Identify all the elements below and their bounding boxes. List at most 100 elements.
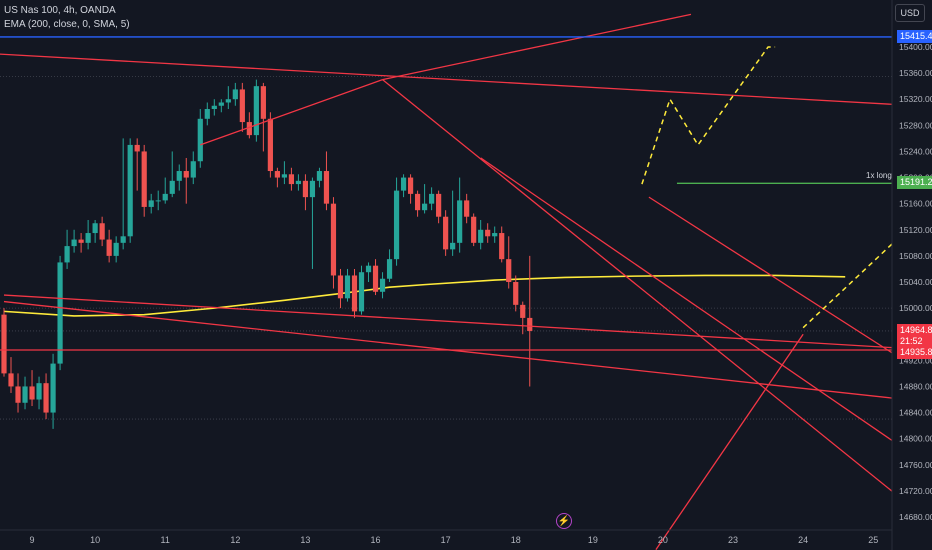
candle[interactable] [260,82,266,152]
candle-body [253,86,259,136]
trendline[interactable] [382,13,692,81]
candle-body [407,177,414,194]
candle[interactable] [527,255,533,387]
candle[interactable] [436,190,442,224]
trendline[interactable] [382,79,932,550]
candle[interactable] [176,164,182,191]
candle[interactable] [499,226,505,263]
candle[interactable] [358,265,365,315]
candle[interactable] [106,229,112,263]
candle[interactable] [457,177,463,253]
candle[interactable] [78,233,84,253]
lightning-icon[interactable]: ⚡ [556,513,572,529]
candle[interactable] [64,229,70,269]
candle[interactable] [190,151,196,185]
candle[interactable] [393,177,400,266]
candle-body [197,118,203,162]
candle[interactable] [281,161,287,185]
candle-body [344,275,351,299]
trendline[interactable] [200,79,383,146]
candle[interactable] [71,229,77,253]
candle[interactable] [450,190,456,256]
indicator-legend[interactable]: EMA (200, close, 0, SMA, 5) [4,19,130,30]
candle[interactable] [407,174,414,204]
candle[interactable] [478,219,484,250]
candle[interactable] [471,213,477,247]
candle[interactable] [134,138,140,191]
currency-button[interactable]: USD [895,4,925,22]
candle[interactable] [520,301,526,335]
candle[interactable] [113,236,119,263]
candle[interactable] [22,376,28,410]
candle[interactable] [267,112,273,178]
candle[interactable] [148,193,154,214]
candle[interactable] [218,99,224,113]
candle[interactable] [232,82,238,106]
projection-path[interactable] [641,46,776,185]
time-axis[interactable]: 9 10 11 12 13 16 17 18 19 20 23 24 25 [0,529,892,545]
candle[interactable] [29,370,35,407]
candle[interactable] [316,167,323,188]
time-tick-label: 24 [798,535,808,545]
horizontal-lines[interactable] [0,36,892,351]
trendline[interactable] [3,294,932,370]
candle[interactable] [253,79,259,142]
candle[interactable] [85,219,91,250]
candle[interactable] [309,177,316,269]
symbol-title[interactable]: US Nas 100, 4h, OANDA [4,5,116,16]
candle[interactable] [36,376,42,410]
candle[interactable] [43,373,49,420]
candle[interactable] [379,272,386,299]
candle[interactable] [239,82,245,132]
candle[interactable] [225,86,231,110]
candle[interactable] [330,197,337,289]
candle[interactable] [337,268,344,309]
projection-lines[interactable] [641,44,932,329]
candle[interactable] [295,174,302,191]
candle[interactable] [92,219,98,243]
candle[interactable] [344,268,351,302]
candle[interactable] [492,226,498,243]
candle[interactable] [443,210,449,256]
candle[interactable] [302,174,309,211]
candle[interactable] [57,255,63,371]
candle[interactable] [288,167,295,191]
candle[interactable] [197,109,203,168]
candle[interactable] [211,99,217,116]
candle[interactable] [8,357,14,393]
candle[interactable] [429,187,435,211]
trendline[interactable] [0,53,932,126]
candle[interactable] [120,138,126,250]
candle[interactable] [422,184,428,214]
candle[interactable] [365,262,372,282]
candle-body [204,109,210,119]
candles[interactable] [1,79,533,429]
candle[interactable] [274,167,280,188]
price-axis[interactable]: 15400.00 15360.00 15320.00 15280.00 15240.00… [891,0,932,550]
candle[interactable] [506,236,512,289]
candle[interactable] [485,223,491,243]
trendline[interactable] [3,300,932,439]
candle[interactable] [323,151,330,211]
candle[interactable] [127,138,133,243]
candle[interactable] [169,151,175,198]
candle[interactable] [400,174,407,198]
candle[interactable] [464,193,470,224]
candle[interactable] [99,216,105,247]
candle[interactable] [372,259,379,296]
candle[interactable] [414,190,421,217]
candle[interactable] [204,102,210,126]
candle[interactable] [183,157,189,204]
candle[interactable] [155,190,161,211]
candle[interactable] [1,308,7,377]
candle[interactable] [351,268,358,318]
candle[interactable] [50,353,56,429]
candle[interactable] [141,144,147,217]
candle[interactable] [513,275,519,312]
candle[interactable] [162,177,168,204]
candle[interactable] [246,112,252,139]
candle[interactable] [15,373,21,413]
trendline[interactable] [655,333,804,550]
candle[interactable] [386,249,393,282]
